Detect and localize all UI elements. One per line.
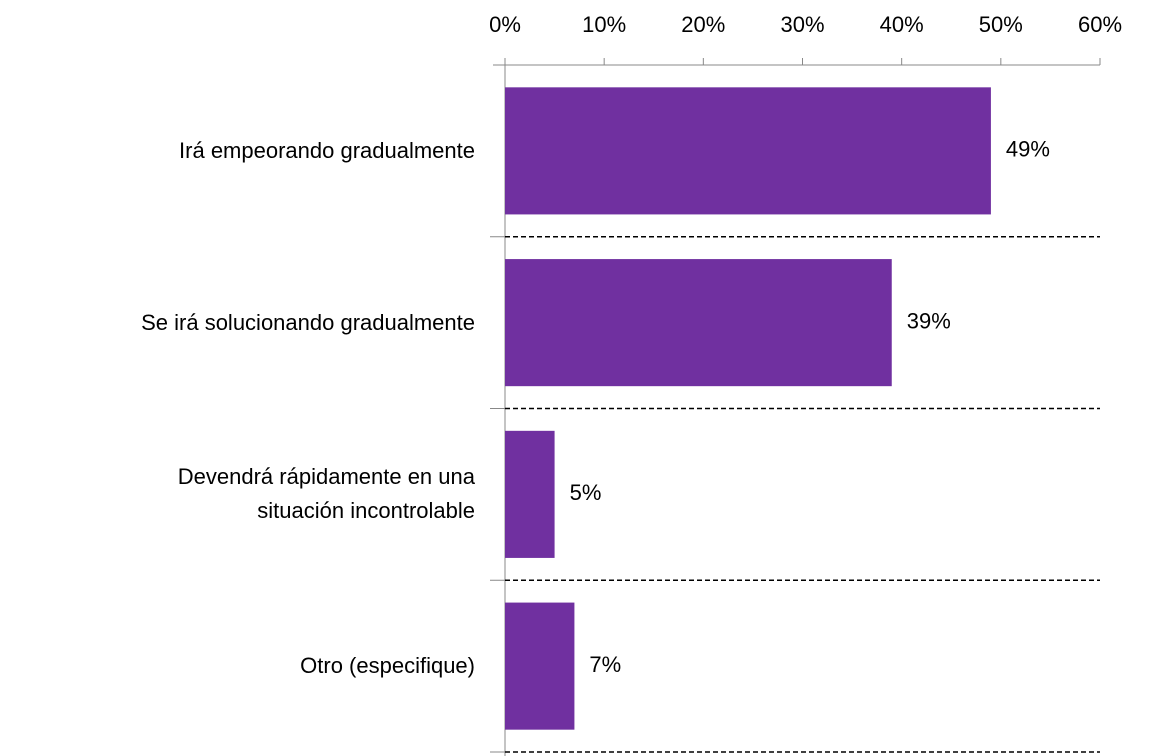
x-tick-label: 60% — [1078, 12, 1122, 37]
value-label: 49% — [1006, 137, 1050, 162]
value-label: 5% — [570, 480, 602, 505]
x-tick-label: 20% — [681, 12, 725, 37]
bar — [505, 259, 892, 387]
category-label: Se irá solucionando gradualmente — [141, 309, 475, 335]
category-label: Otro (especifique) — [300, 653, 475, 679]
x-tick-label: 40% — [880, 12, 924, 37]
x-tick-label: 0% — [489, 12, 521, 37]
x-tick-label: 10% — [582, 12, 626, 37]
x-tick-label: 30% — [780, 12, 824, 37]
category-label: Irá empeorando gradualmente — [179, 137, 475, 163]
bar — [505, 602, 575, 730]
value-label: 39% — [907, 308, 951, 333]
x-tick-label: 50% — [979, 12, 1023, 37]
bar — [505, 87, 991, 215]
category-label: Devendrá rápidamente en una situación in… — [177, 464, 475, 524]
bar — [505, 430, 555, 558]
value-label: 7% — [589, 652, 621, 677]
